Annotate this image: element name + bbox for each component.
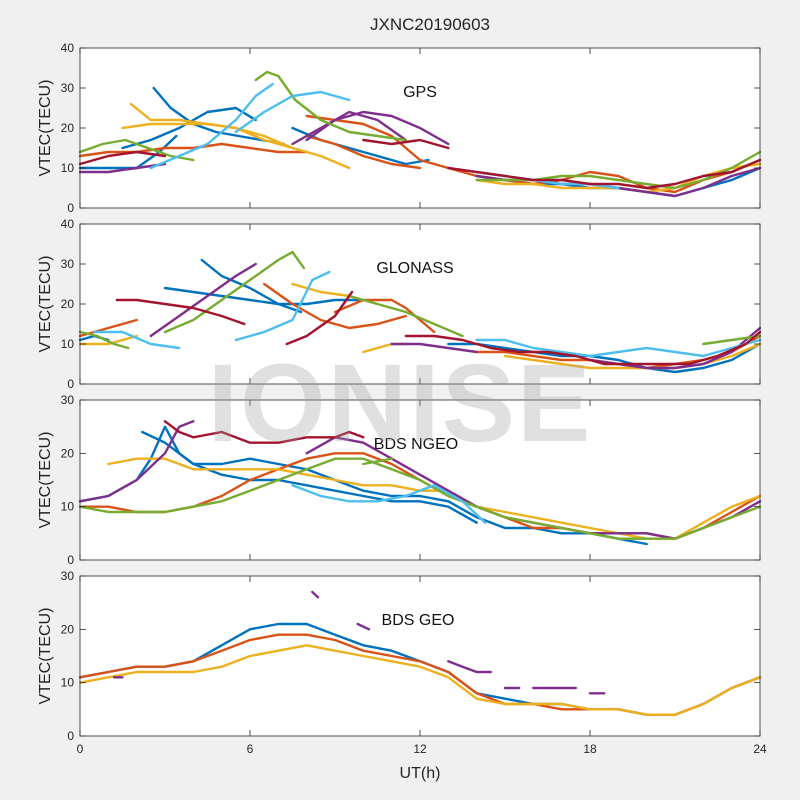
series-group [78,590,762,716]
series-line [121,122,351,170]
series-line [149,262,257,338]
y-axis-label: VTEC(TECU) [37,432,54,529]
y-tick-label: 20 [61,121,75,135]
series-line [263,282,407,330]
series-group [78,250,762,374]
series-line [291,484,487,524]
y-tick-label: 30 [61,393,75,407]
x-tick-label: 12 [413,742,427,756]
y-axis-label: VTEC(TECU) [37,608,54,705]
x-axis-label: UT(h) [400,765,441,782]
series-line [447,660,492,674]
series-line [447,342,762,374]
y-tick-label: 40 [61,217,75,231]
series-line [141,430,478,524]
x-tick-label: 0 [77,742,84,756]
y-tick-label: 20 [61,622,75,636]
y-tick-label: 0 [67,377,74,391]
y-tick-label: 20 [61,446,75,460]
y-tick-label: 30 [61,257,75,271]
series-line [121,106,257,150]
series-line [475,338,762,358]
y-tick-label: 20 [61,297,75,311]
series-line [333,298,436,334]
series-line [234,270,331,342]
series-line [390,342,478,354]
series-line [163,250,305,334]
panel-2: 0 10 20 30 40 VTEC(TECU) GLONASS [37,217,762,391]
series-line [92,330,181,350]
x-tick-label: 18 [583,742,597,756]
series-line [115,298,246,326]
series-group [78,420,762,546]
series-line [447,158,762,190]
y-tick-label: 40 [61,41,75,55]
panel-3: 0 10 20 30 VTEC(TECU) BDS NGEO [37,393,762,567]
panel-label: GLONASS [376,260,453,277]
series-line [78,334,138,346]
series-line [78,457,762,540]
x-tick-label: 6 [247,742,254,756]
series-line [404,330,762,366]
series-line [348,294,464,338]
y-tick-label: 10 [61,337,75,351]
series-line [78,150,167,166]
x-tick-label: 24 [753,742,767,756]
series-line [78,138,195,162]
series-line [78,162,167,174]
y-tick-label: 0 [67,201,74,215]
figure-title: JXNC20190603 [370,15,490,34]
series-group [78,70,762,198]
series-line [356,622,371,631]
series-line [163,420,365,444]
y-axis-label: VTEC(TECU) [37,80,54,177]
y-tick-label: 30 [61,81,75,95]
y-tick-label: 30 [61,569,75,583]
y-tick-label: 0 [67,553,74,567]
series-line [78,330,130,350]
series-line [305,114,450,170]
panel-label: BDS GEO [382,612,455,629]
series-line [291,110,407,146]
y-tick-label: 0 [67,729,74,743]
series-line [149,82,274,170]
series-line [362,457,393,466]
panel-1: 0 10 20 30 40 VTEC(TECU) GPS [37,41,762,215]
panel-4: 0 10 20 30 0 6 12 18 24 VTEC(TECU) UT(h) BDS GEO [37,569,767,782]
series-line [200,258,303,314]
series-line [234,90,351,134]
series-line [285,290,354,346]
plot-area [80,224,760,384]
series-line [78,420,195,503]
series-line [78,644,762,716]
series-line [475,150,762,190]
y-tick-label: 10 [61,500,75,514]
plot-area [80,576,760,736]
series-line [163,286,365,306]
y-tick-label: 10 [61,161,75,175]
series-line [503,342,762,370]
series-line [305,134,422,170]
panel-label: BDS NGEO [374,436,458,453]
series-line [702,334,762,346]
y-tick-label: 10 [61,676,75,690]
series-line [78,142,308,158]
panel-label: GPS [403,84,437,101]
y-axis-label: VTEC(TECU) [37,256,54,353]
series-line [362,138,450,150]
series-line [311,590,320,599]
series-line [254,70,407,142]
